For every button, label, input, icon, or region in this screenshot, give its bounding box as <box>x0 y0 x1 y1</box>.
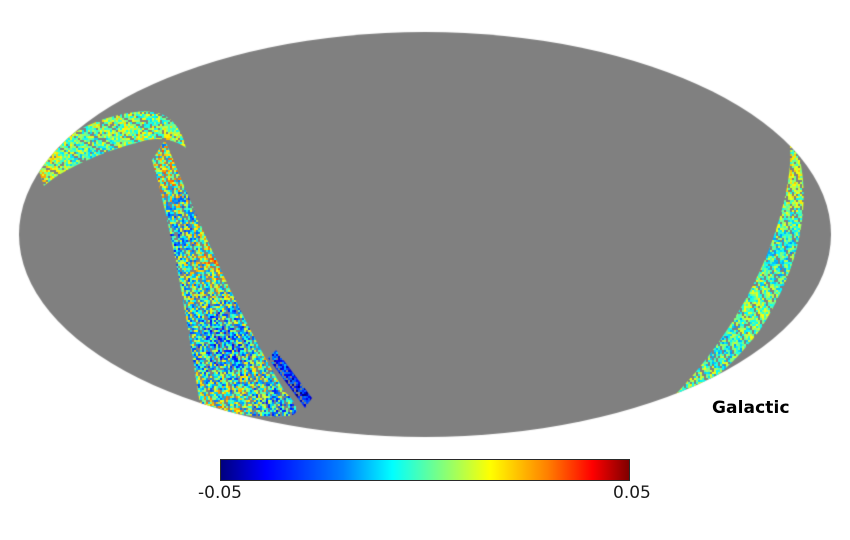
coordinate-frame-label: Galactic <box>712 398 790 418</box>
colorbar-max-label: 0.05 <box>613 483 651 503</box>
colorbar-min-label: -0.05 <box>198 483 242 503</box>
colorbar <box>220 459 630 481</box>
colorbar-gradient <box>220 459 630 481</box>
